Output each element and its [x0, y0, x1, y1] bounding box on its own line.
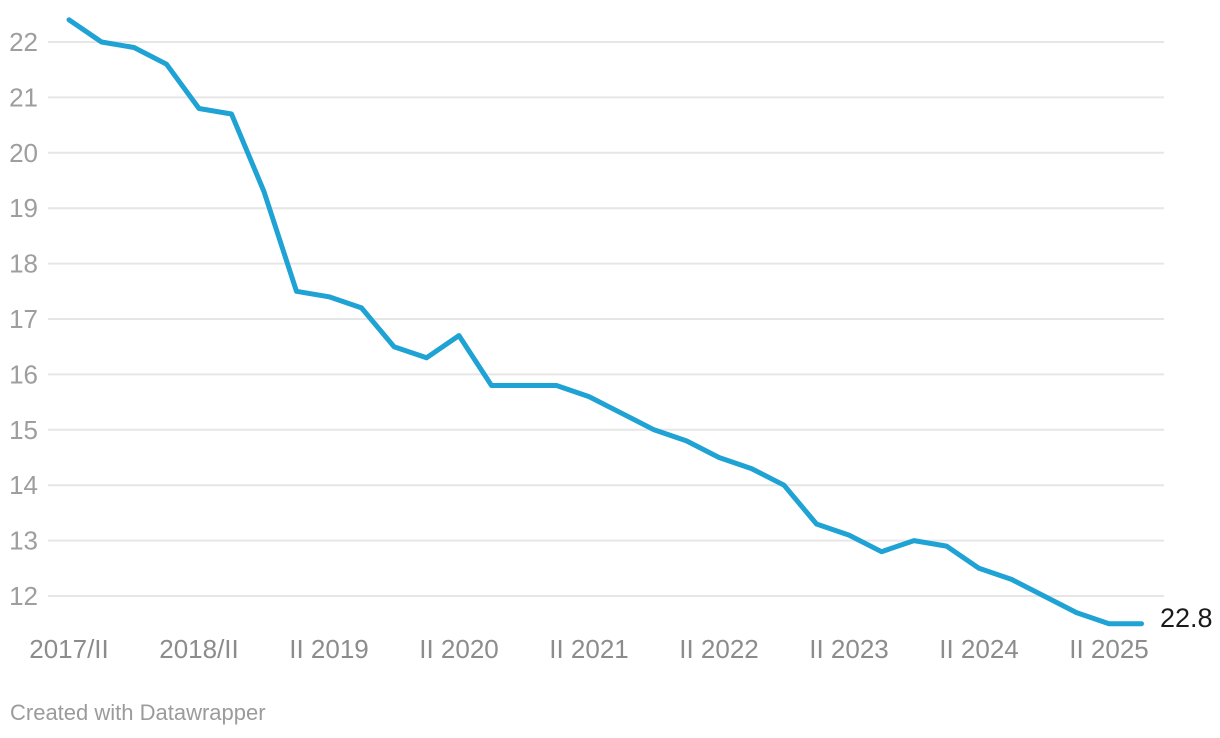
x-axis-tick-label: II 2024	[939, 634, 1019, 664]
y-axis-tick-label: 20	[9, 138, 38, 168]
y-axis-tick-label: 17	[9, 304, 38, 334]
y-axis-tick-label: 13	[9, 526, 38, 556]
x-axis-tick-label: II 2025	[1069, 634, 1149, 664]
y-axis-tick-label: 21	[9, 82, 38, 112]
y-axis-tick-label: 12	[9, 581, 38, 611]
line-chart: 22 21 20 19 18 17 16 15 14 13 12 2017/II 2018/II II 2…	[9, 17, 1164, 664]
x-axis-tick-label: II 2020	[419, 634, 499, 664]
data-line	[66, 17, 1144, 627]
y-axis-tick-label: 14	[9, 470, 38, 500]
x-axis-tick-label: II 2023	[809, 634, 889, 664]
y-axis-tick-label: 15	[9, 415, 38, 445]
y-axis-tick-label: 19	[9, 193, 38, 223]
x-axis-tick-label: II 2019	[289, 634, 369, 664]
line-end-value-label: 22.8	[1160, 603, 1213, 633]
attribution-text: Created with Datawrapper	[10, 700, 266, 725]
y-axis-tick-label: 16	[9, 359, 38, 389]
x-axis-tick-label: 2017/II	[29, 634, 109, 664]
x-axis-tick-label: 2018/II	[159, 634, 239, 664]
y-axis-tick-label: 22	[9, 27, 38, 57]
x-axis-tick-label: II 2021	[549, 634, 629, 664]
y-axis-tick-label: 18	[9, 249, 38, 279]
x-axis-tick-label: II 2022	[679, 634, 759, 664]
